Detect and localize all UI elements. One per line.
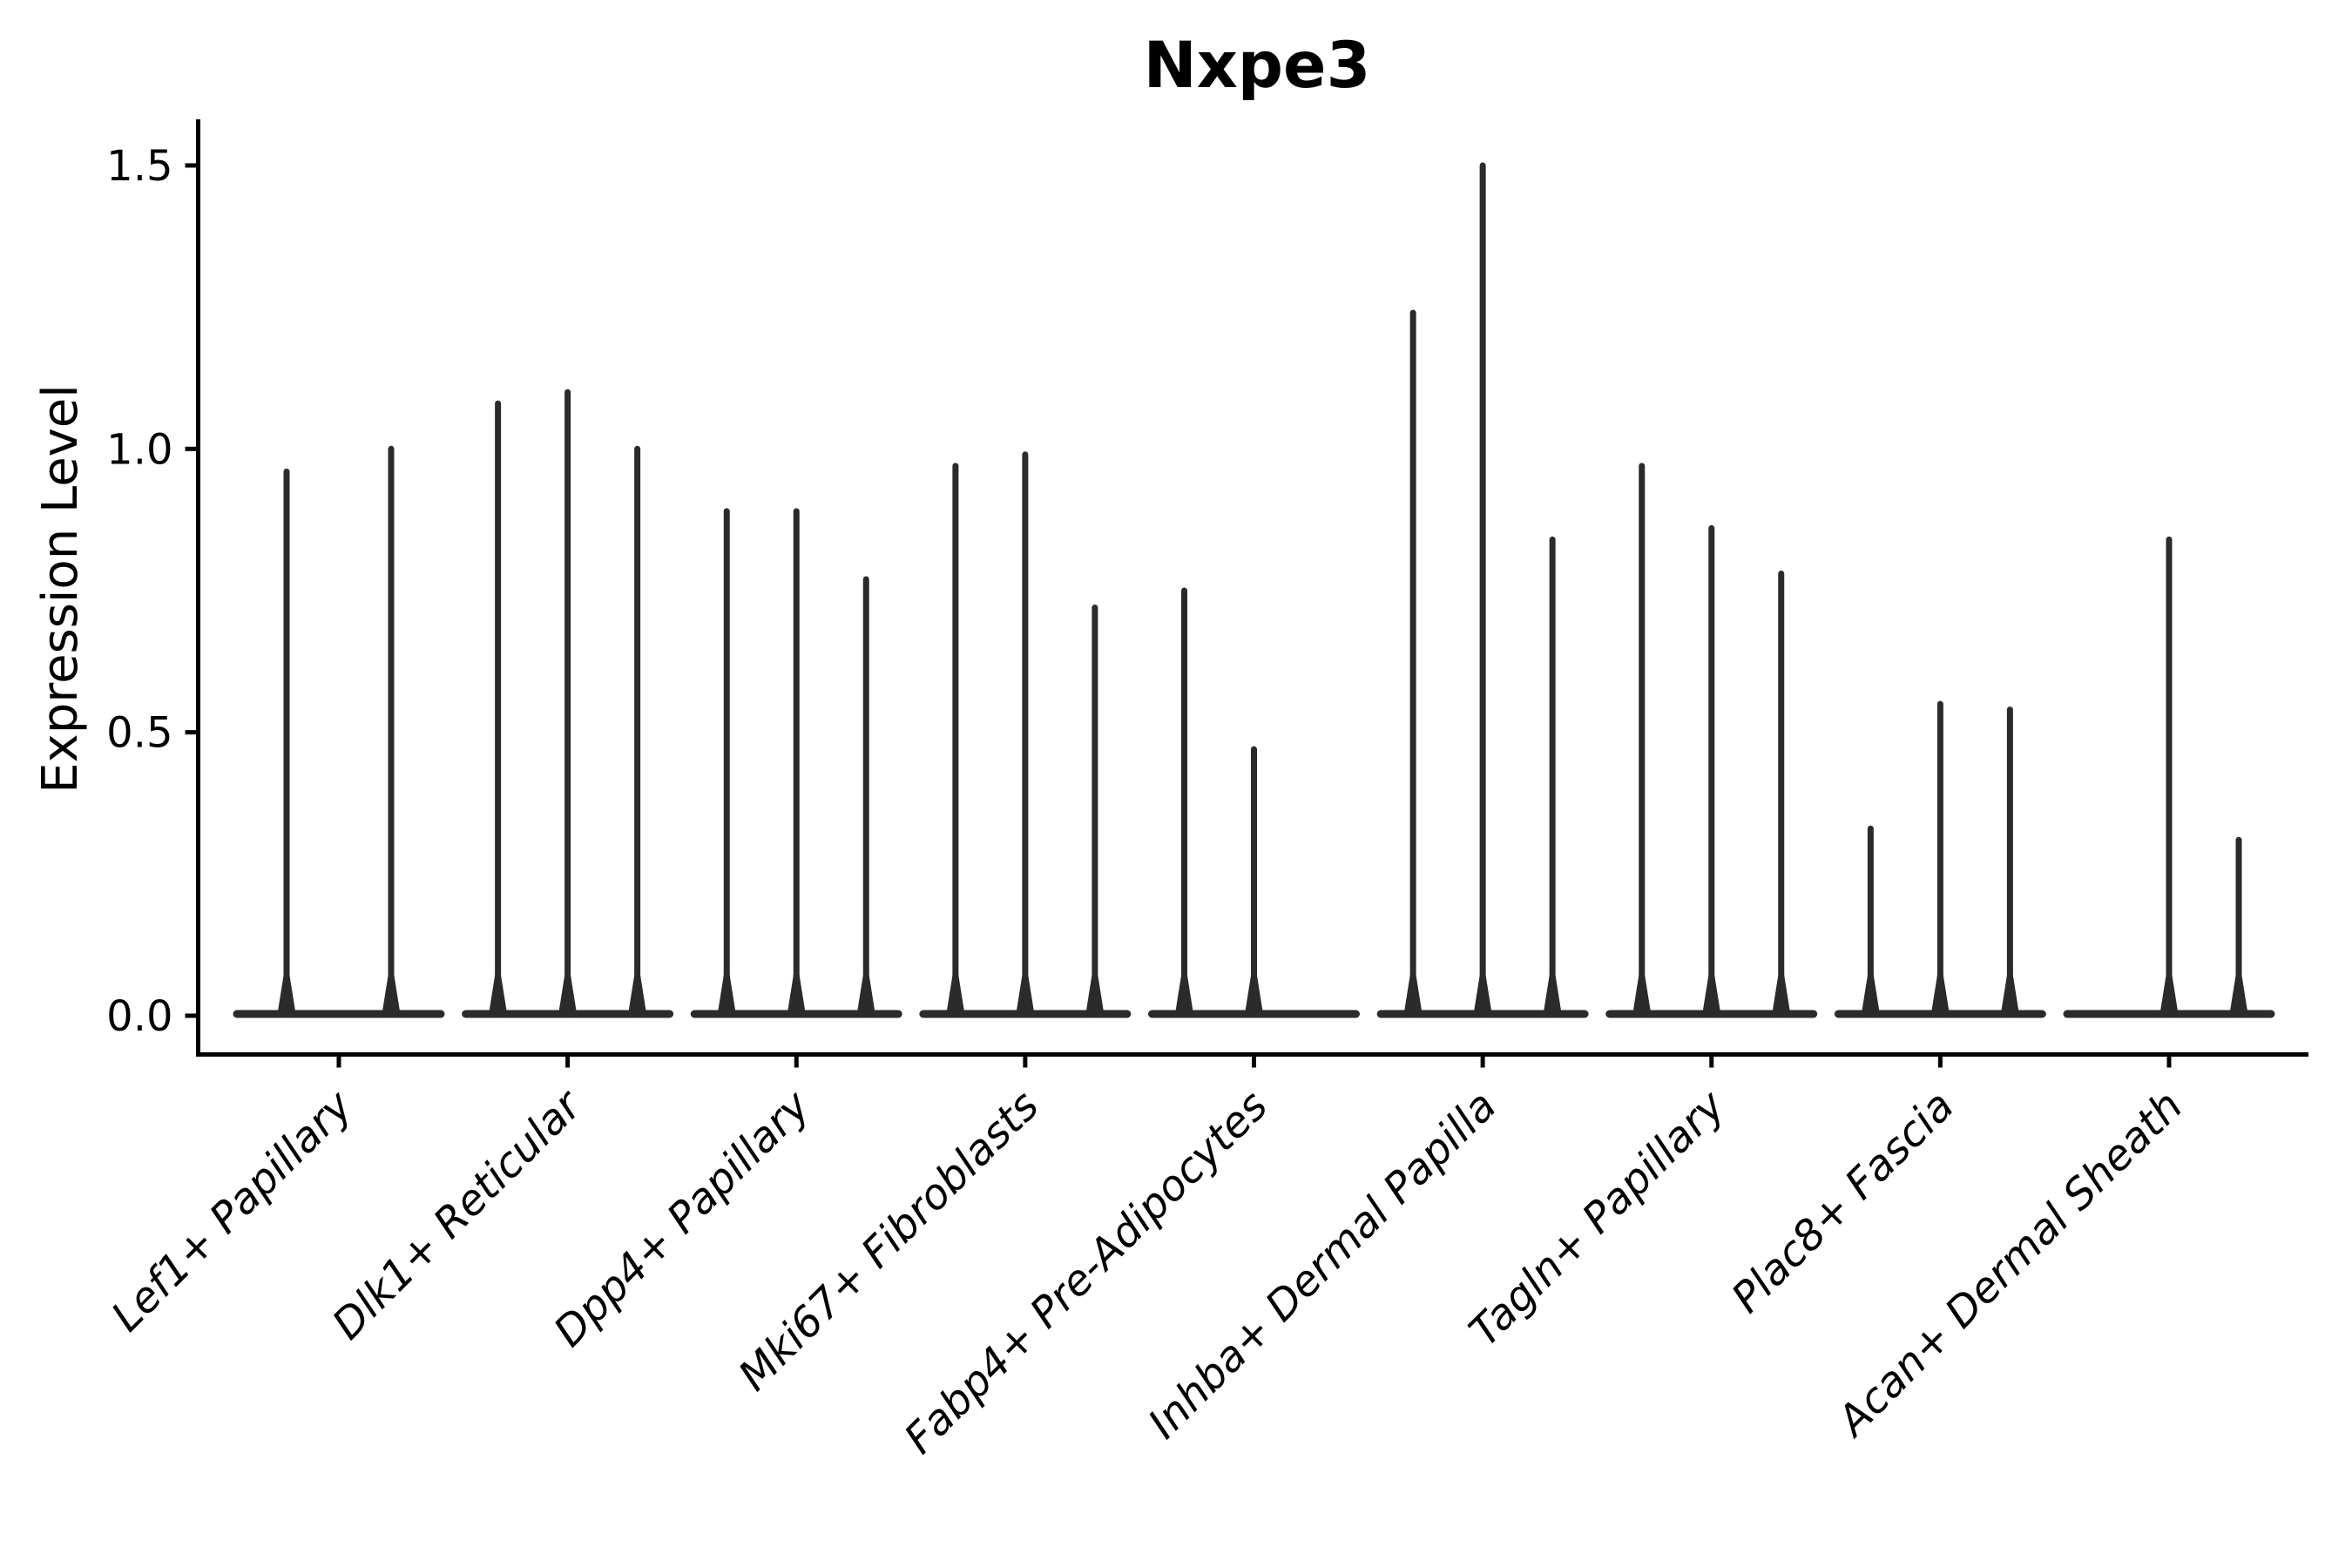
x-category-label: Dlk1+ Reticular — [323, 1079, 593, 1349]
x-category-label: Dpp4+ Papillary — [544, 1081, 820, 1356]
x-category-label: Fabp4+ Pre-Adipocytes — [895, 1081, 1277, 1463]
y-tick-label: 0.0 — [106, 992, 172, 1041]
y-tick-label: 0.5 — [106, 709, 172, 758]
x-category-label: Plac8+ Fascia — [1722, 1081, 1963, 1322]
violin-layer — [233, 162, 2275, 1018]
x-category-label: Tagln+ Papillary — [1460, 1081, 1735, 1356]
x-category-label: Lef1+ Papillary — [102, 1081, 362, 1342]
chart-title: Nxpe3 — [1144, 29, 1371, 103]
y-axis-title: Expression Level — [32, 384, 89, 794]
y-tick-label: 1.0 — [106, 425, 172, 474]
y-tick-label: 1.5 — [106, 142, 172, 191]
